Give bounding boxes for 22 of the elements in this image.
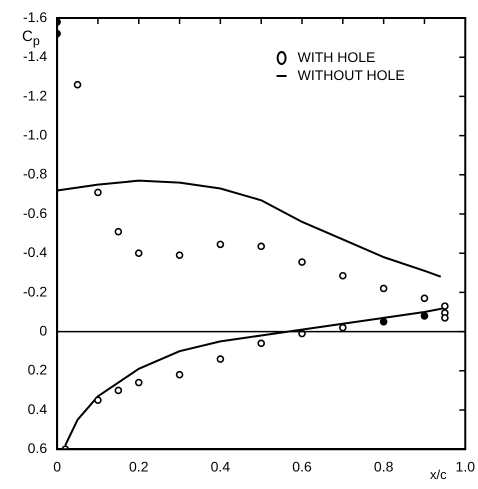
x-tick-label: 0 [53,458,62,474]
legend-label: WITHOUT HOLE [298,66,405,83]
y-tick-label: -1.6 [23,8,48,25]
x-tick-label: 0.8 [374,458,394,474]
y-tick-label: -0.4 [23,244,48,260]
y-tick-label: -1.4 [23,48,48,64]
y-tick-label: 0 [39,322,48,338]
x-tick-label: 1.0 [456,458,476,474]
legend-label: WITH HOLE [298,48,376,65]
x-tick-label: 0.4 [210,458,230,474]
x-tick-label: 0.2 [129,458,149,474]
y-tick-label: -1.2 [23,87,48,104]
y-tick-label: -0.6 [23,204,48,221]
x-tick-label: 0.6 [292,458,312,474]
y-axis-title: C$_{p}$ [22,28,40,48]
x-axis-title: x/c [430,467,447,482]
y-tick-label: -0.8 [23,166,48,182]
y-tick-label: 0.6 [28,440,48,456]
y-tick-label: 0.2 [28,362,48,378]
y-tick-label: -0.2 [23,283,48,300]
y-tick-label: -1.0 [23,126,48,142]
y-tick-label: 0.4 [28,400,48,417]
